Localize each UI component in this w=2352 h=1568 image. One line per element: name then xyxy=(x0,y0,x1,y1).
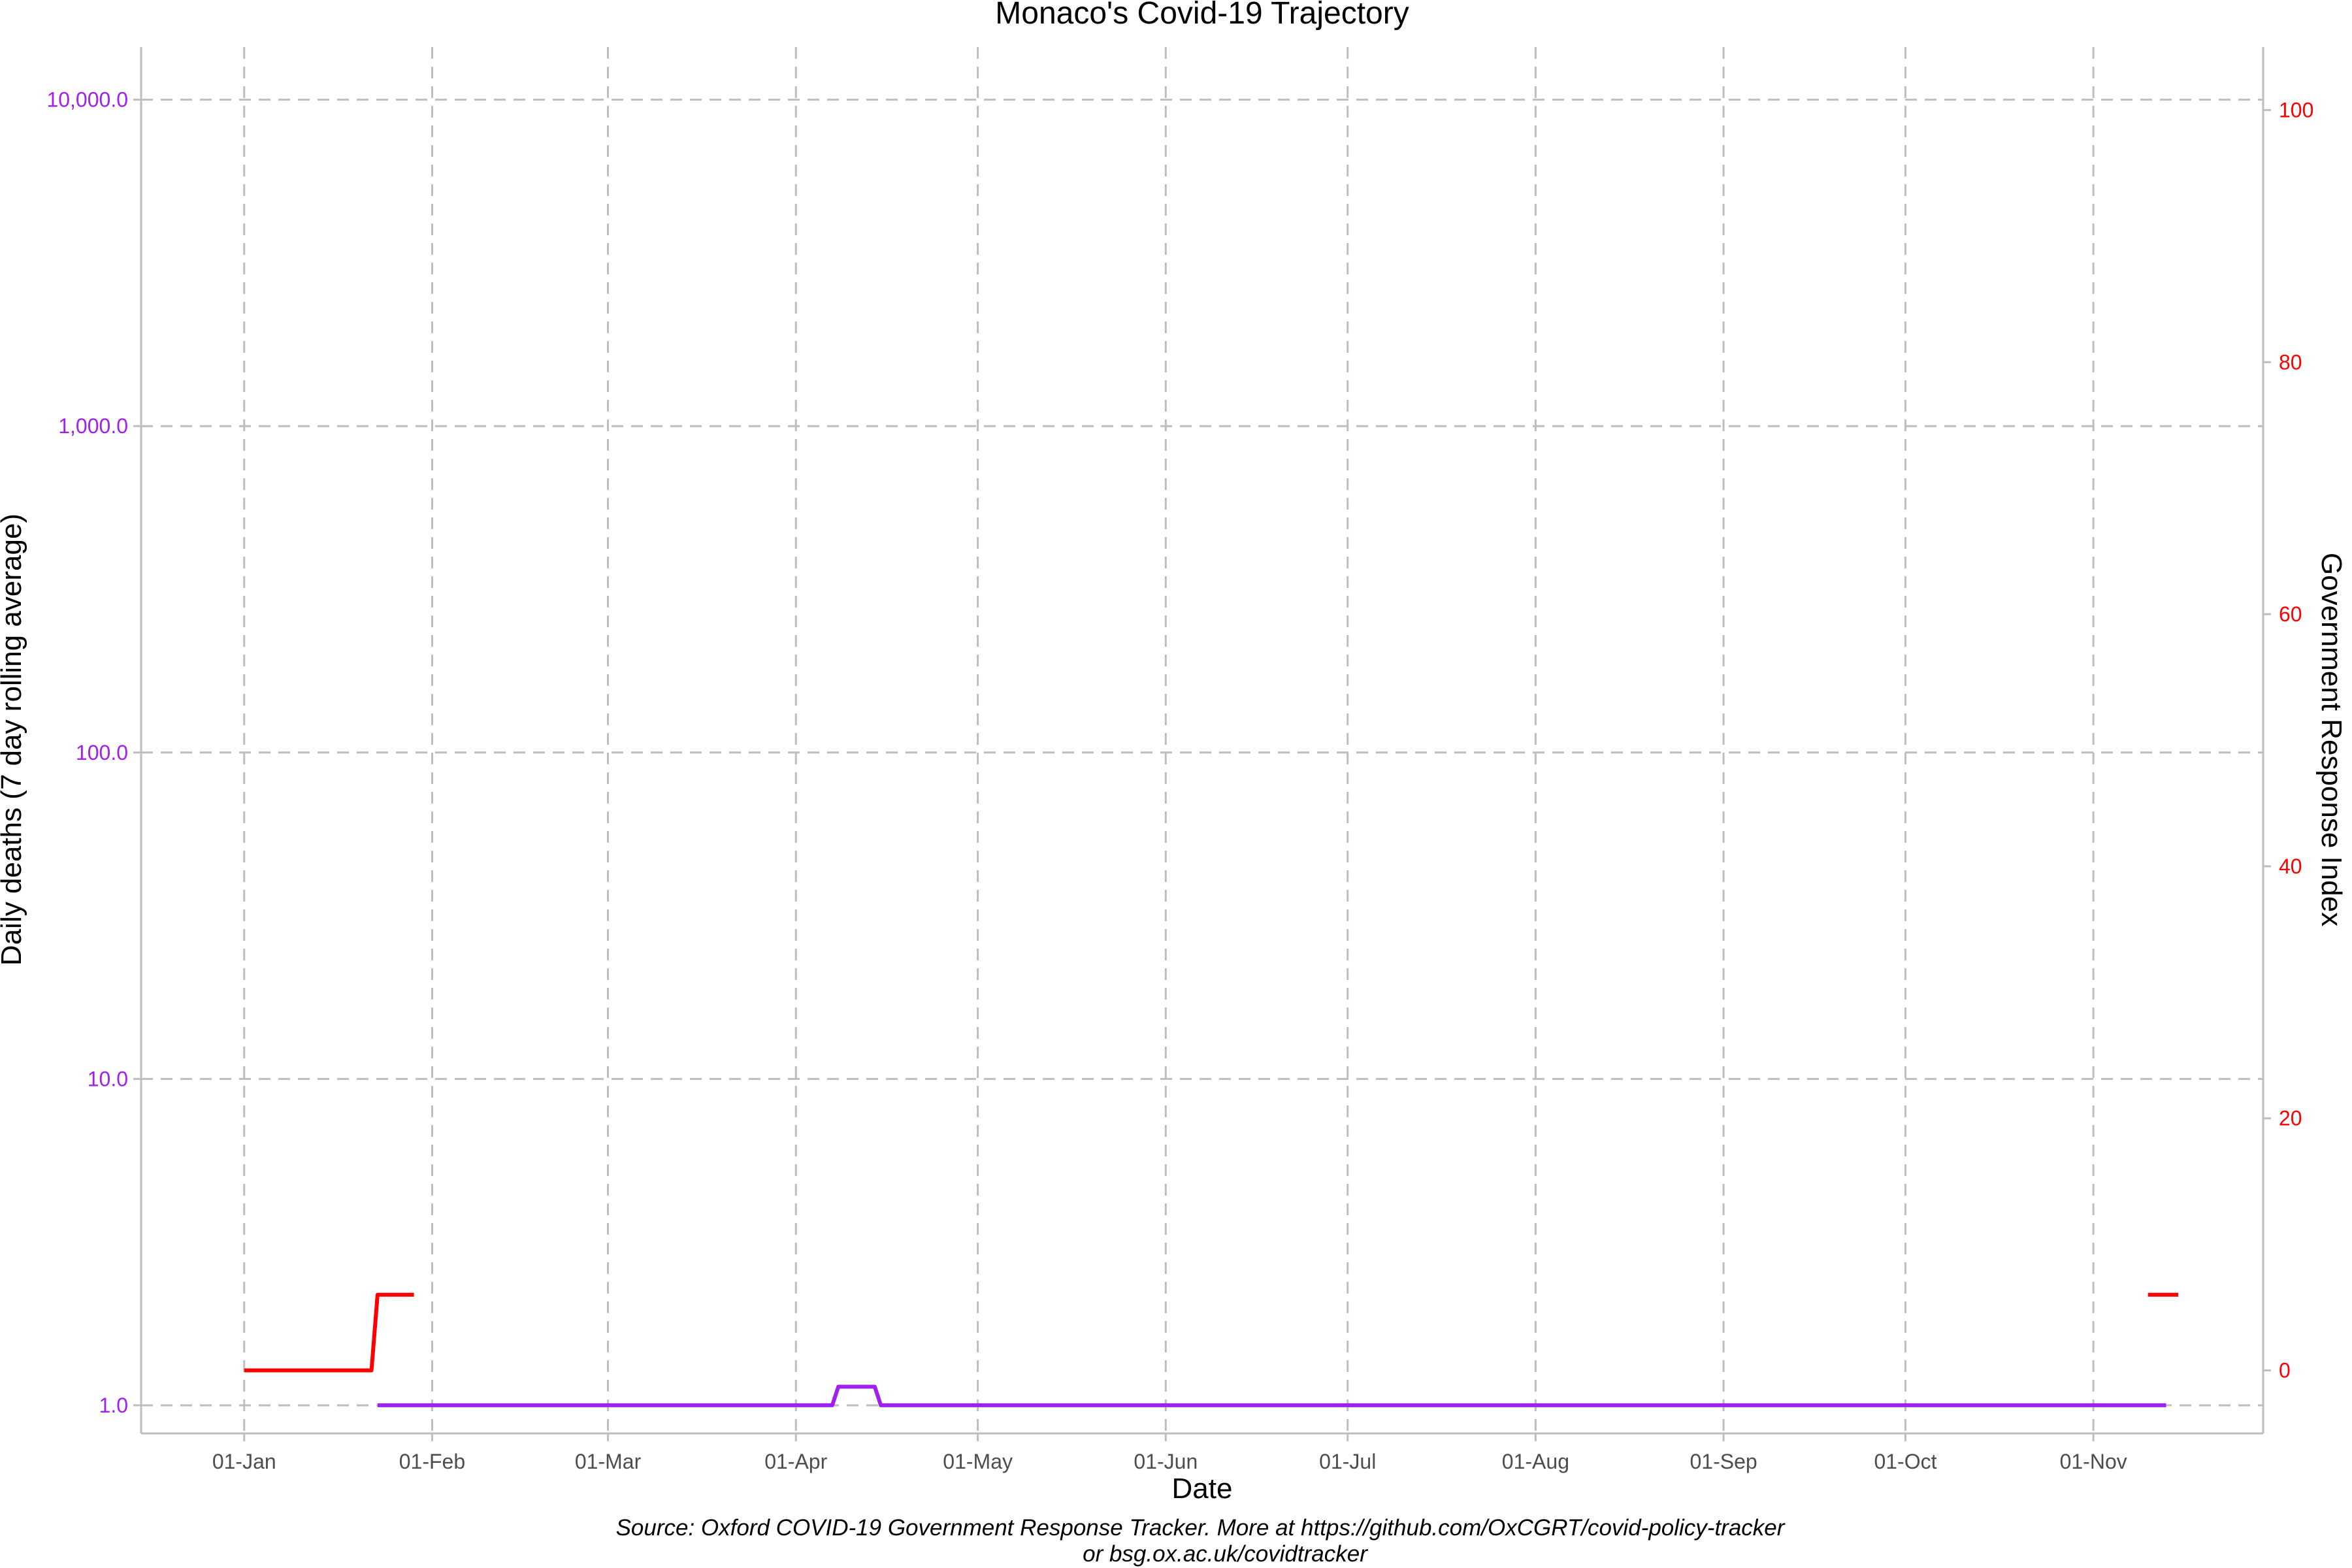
x-tick-label: 01-May xyxy=(943,1450,1013,1473)
y-right-tick-label: 40 xyxy=(2279,855,2302,878)
tick-labels: 01-Jan 01-Feb 01-Mar 01-Apr 01-May 01-Jun 01-J… xyxy=(46,88,2313,1473)
series-line-daily-deaths-7-day-rolling-average xyxy=(377,1384,2166,1407)
y-right-tick-label: 60 xyxy=(2279,602,2302,626)
series-line-government-response-index xyxy=(244,1292,414,1373)
grid-lines xyxy=(141,47,2263,1433)
x-tick-label: 01-Jun xyxy=(1134,1450,1198,1473)
caption-source: Source: Oxford COVID-19 Government Respo… xyxy=(616,1515,1786,1541)
x-axis-title: Date xyxy=(1172,1473,1233,1505)
x-tick-label: 01-Oct xyxy=(1874,1450,1936,1473)
chart-title: Monaco's Covid-19 Trajectory xyxy=(995,0,1409,31)
y-left-tick-label: 10.0 xyxy=(88,1067,128,1090)
y-axis-left-title: Daily deaths (7 day rolling average) xyxy=(0,514,27,966)
x-tick-label: 01-Feb xyxy=(399,1450,465,1473)
y-left-tick-label: 1,000.0 xyxy=(58,414,128,438)
caption-link: or bsg.ox.ac.uk/covidtracker xyxy=(1083,1541,1368,1567)
y-right-tick-label: 0 xyxy=(2279,1359,2291,1382)
x-tick-label: 01-Jul xyxy=(1319,1450,1376,1473)
y-right-tick-label: 80 xyxy=(2279,350,2302,374)
x-tick-label: 01-Apr xyxy=(764,1450,827,1473)
x-tick-label: 01-Mar xyxy=(575,1450,642,1473)
y-left-tick-label: 1.0 xyxy=(99,1394,128,1417)
axes xyxy=(133,47,2271,1441)
y-left-tick-label: 100.0 xyxy=(76,741,128,764)
x-tick-label: 01-Nov xyxy=(2060,1450,2127,1473)
data-series xyxy=(244,1292,2179,1407)
y-right-tick-label: 20 xyxy=(2279,1107,2302,1130)
y-axis-right-title: Government Response Index xyxy=(2315,553,2347,926)
x-tick-label: 01-Sep xyxy=(1690,1450,1757,1473)
y-right-tick-label: 100 xyxy=(2279,98,2313,122)
y-left-tick-label: 10,000.0 xyxy=(46,88,128,112)
x-tick-label: 01-Aug xyxy=(1502,1450,1569,1473)
x-tick-label: 01-Jan xyxy=(212,1450,276,1473)
